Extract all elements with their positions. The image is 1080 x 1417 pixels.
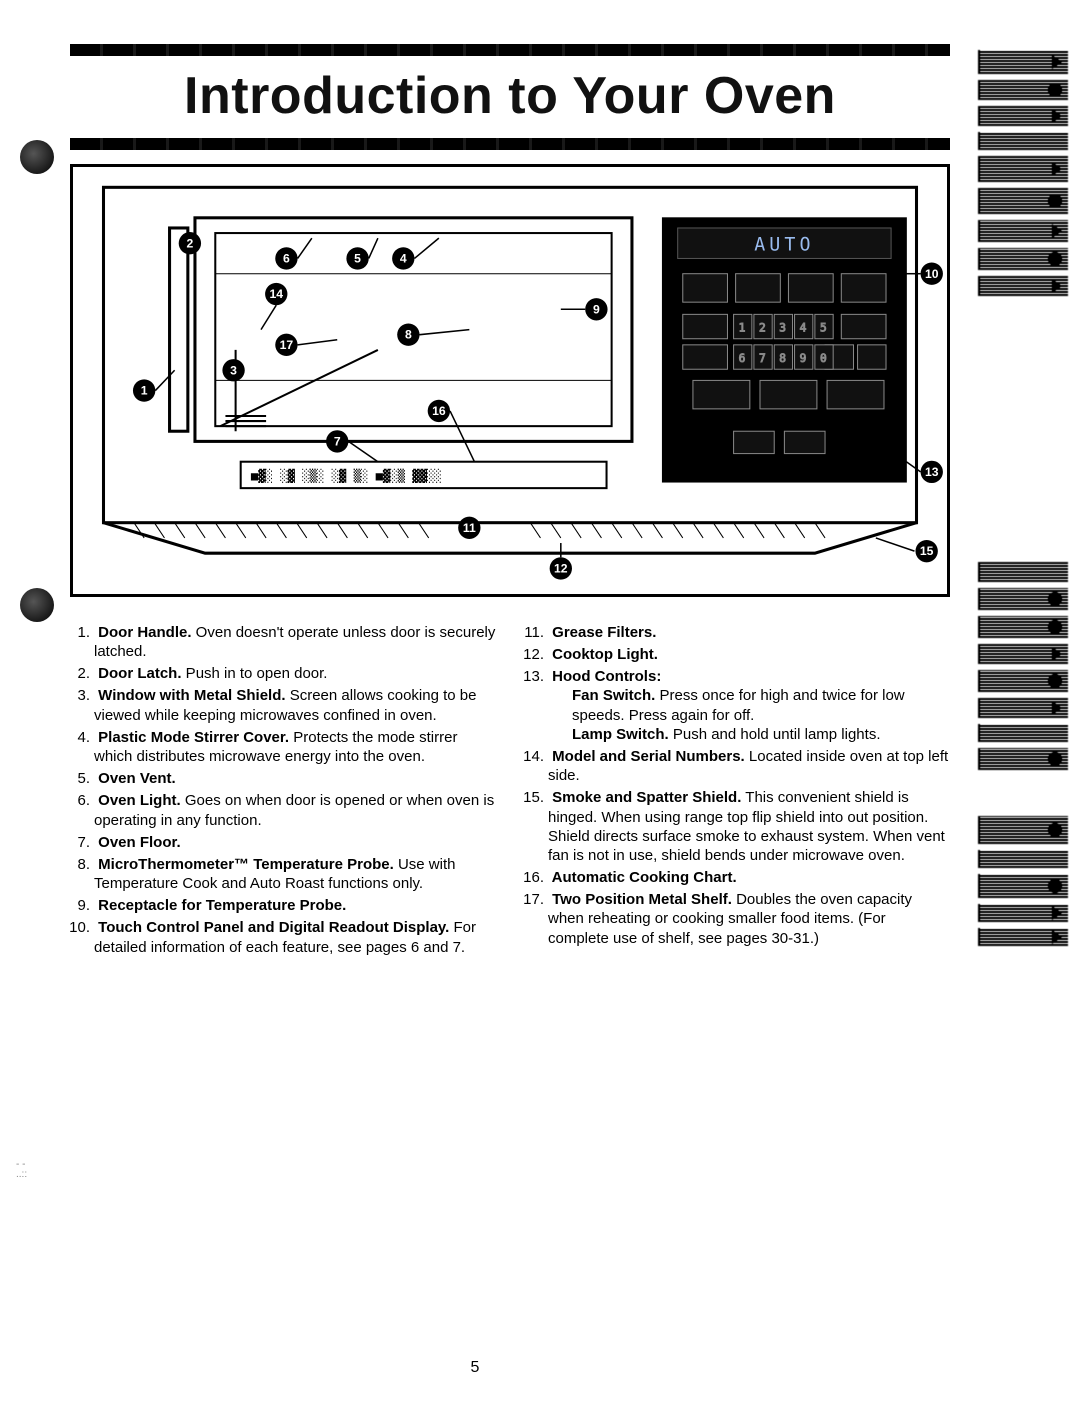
svg-text:17: 17 xyxy=(280,338,294,352)
rule-top xyxy=(70,44,950,56)
svg-text:15: 15 xyxy=(920,544,934,558)
edge-thumb-tabs xyxy=(960,50,1080,1350)
feature-col-left: 1. Door Handle. Oven doesn't operate unl… xyxy=(70,623,496,960)
feature-item: 1. Door Handle. Oven doesn't operate unl… xyxy=(70,623,496,661)
svg-text:1: 1 xyxy=(739,322,746,335)
svg-text:3: 3 xyxy=(779,322,786,335)
feature-item: 12. Cooktop Light. xyxy=(524,645,950,664)
feature-item: 4. Plastic Mode Stirrer Cover. Protects … xyxy=(70,728,496,766)
feature-list-left: 1. Door Handle. Oven doesn't operate unl… xyxy=(70,623,496,957)
oven-diagram-frame: ■▓░ ░▓ ░▒░ ░▓ ▒░ ■▓░▒ ▓▓░░ AUTO 1234 xyxy=(70,164,950,597)
svg-text:11: 11 xyxy=(463,521,476,535)
svg-text:13: 13 xyxy=(925,465,939,479)
feature-item: 16. Automatic Cooking Chart. xyxy=(524,868,950,887)
feature-item: 15. Smoke and Spatter Shield. This conve… xyxy=(524,788,950,865)
binder-hole-icon xyxy=(20,140,54,174)
svg-text:7: 7 xyxy=(334,434,341,448)
svg-text:8: 8 xyxy=(779,352,786,365)
svg-text:4: 4 xyxy=(800,322,807,335)
feature-item: 7. Oven Floor. xyxy=(70,833,496,852)
feature-col-right: 11. Grease Filters. 12. Cooktop Light. 13.… xyxy=(524,623,950,960)
svg-text:5: 5 xyxy=(354,252,361,266)
svg-text:14: 14 xyxy=(269,287,283,301)
svg-text:6: 6 xyxy=(283,252,290,266)
oven-diagram: ■▓░ ░▓ ░▒░ ░▓ ▒░ ■▓░▒ ▓▓░░ AUTO 1234 xyxy=(73,167,947,594)
svg-text:1: 1 xyxy=(141,384,148,398)
feature-item: 11. Grease Filters. xyxy=(524,623,950,642)
feature-item: 8. MicroThermometer™ Temperature Probe. … xyxy=(70,855,496,893)
svg-text:■▓░ ░▓ ░▒░ ░▓ ▒░ ■▓░▒ ▓▓░░: ■▓░ ░▓ ░▒░ ░▓ ▒░ ■▓░▒ ▓▓░░ xyxy=(251,468,442,483)
page-number: 5 xyxy=(0,1359,950,1377)
binder-hole-icon xyxy=(20,588,54,622)
svg-text:9: 9 xyxy=(800,352,807,365)
svg-text:9: 9 xyxy=(593,302,600,316)
feature-list-right: 11. Grease Filters. 12. Cooktop Light. 13.… xyxy=(524,623,950,948)
feature-item: 3. Window with Metal Shield. Screen allo… xyxy=(70,686,496,724)
scan-noise: - -..:: xyxy=(16,1160,27,1180)
svg-text:3: 3 xyxy=(230,363,237,377)
display-text: AUTO xyxy=(754,234,814,255)
svg-text:7: 7 xyxy=(759,352,766,365)
feature-columns: 1. Door Handle. Oven doesn't operate unl… xyxy=(70,623,950,960)
title-block: Introduction to Your Oven xyxy=(70,44,950,150)
rule-bottom xyxy=(70,138,950,150)
svg-text:10: 10 xyxy=(925,267,939,281)
feature-item: 10. Touch Control Panel and Digital Read… xyxy=(70,918,496,956)
feature-item: 14. Model and Serial Numbers. Located in… xyxy=(524,747,950,785)
svg-text:8: 8 xyxy=(405,328,412,342)
feature-item: 17. Two Position Metal Shelf. Doubles th… xyxy=(524,890,950,948)
svg-text:0: 0 xyxy=(820,352,827,365)
svg-text:2: 2 xyxy=(759,322,766,335)
svg-text:5: 5 xyxy=(820,322,827,335)
feature-item: 13. Hood Controls:Fan Switch. Press once… xyxy=(524,667,950,744)
feature-item: 5. Oven Vent. xyxy=(70,769,496,788)
feature-item: 6. Oven Light. Goes on when door is open… xyxy=(70,791,496,829)
feature-item: 9. Receptacle for Temperature Probe. xyxy=(70,896,496,915)
svg-text:16: 16 xyxy=(432,404,446,418)
document-page: Introduction to Your Oven xyxy=(0,0,1080,1417)
svg-text:2: 2 xyxy=(186,236,193,250)
feature-item: 2. Door Latch. Push in to open door. xyxy=(70,664,496,683)
page-title: Introduction to Your Oven xyxy=(70,60,950,134)
svg-text:12: 12 xyxy=(554,561,568,575)
svg-text:4: 4 xyxy=(400,252,407,266)
svg-text:6: 6 xyxy=(739,352,746,365)
